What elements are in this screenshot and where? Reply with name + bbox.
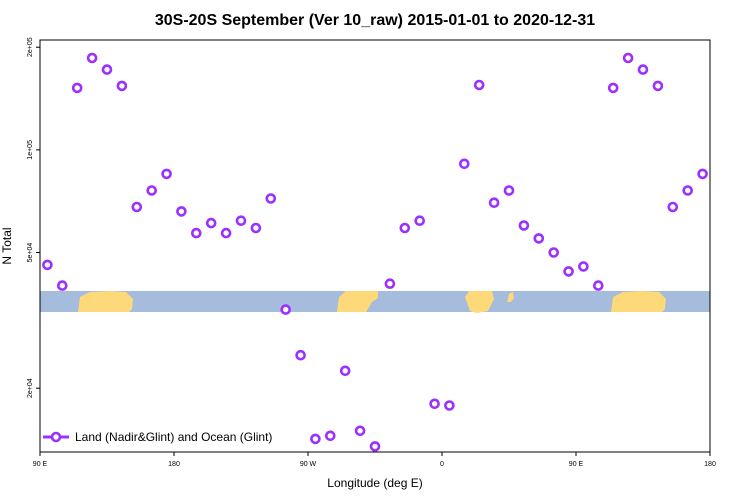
data-point	[220, 227, 232, 239]
data-point	[652, 80, 664, 92]
x-tick-label: 180	[704, 461, 716, 468]
data-point	[488, 197, 500, 208]
data-point	[191, 227, 202, 239]
legend: Land (Nadir&Glint) and Ocean (Glint)	[43, 430, 272, 444]
x-tick-label: 90 E	[569, 461, 584, 468]
data-point	[42, 259, 53, 271]
land-south-america	[337, 291, 378, 312]
x-tick-label: 90 W	[300, 461, 317, 468]
data-point	[339, 365, 351, 377]
data-point	[667, 201, 679, 213]
data-point	[324, 430, 336, 442]
y-tick-label: 2e+04	[27, 378, 34, 398]
land-australia-1	[78, 291, 133, 312]
data-point	[622, 52, 634, 64]
data-point	[697, 168, 708, 180]
data-point	[578, 261, 589, 272]
data-point	[637, 64, 649, 75]
data-point	[116, 80, 128, 92]
x-tick-label: 180	[168, 461, 180, 468]
data-point	[86, 52, 98, 64]
y-tick-label: 2e+05	[27, 37, 34, 57]
data-point	[205, 217, 217, 229]
data-point	[533, 233, 545, 244]
data-point	[131, 201, 143, 213]
data-point	[295, 349, 306, 361]
map-strip	[40, 291, 710, 313]
x-axis-label: Longitude (deg E)	[327, 476, 422, 490]
data-point	[280, 304, 292, 315]
x-axis: 90 E 180 90 W 0 90 E 180	[33, 452, 716, 468]
x-tick-label: 0	[440, 461, 444, 468]
data-point	[682, 185, 694, 196]
legend-marker	[50, 431, 62, 443]
data-point	[607, 82, 619, 94]
legend-entry: Land (Nadir&Glint) and Ocean (Glint)	[75, 430, 272, 444]
land-australia-2	[611, 291, 666, 312]
data-point	[429, 398, 440, 410]
data-point	[458, 158, 470, 170]
chart-title: 30S-20S September (Ver 10_raw) 2015-01-0…	[155, 12, 595, 29]
y-tick-label: 5e+04	[27, 243, 34, 263]
data-point	[592, 280, 604, 291]
data-point	[161, 168, 172, 180]
ocean-band	[40, 291, 710, 312]
data-point	[444, 400, 455, 411]
plot-frame	[39, 39, 711, 453]
y-axis: 2e+04 5e+04 1e+05 2e+05	[27, 37, 40, 398]
data-point	[310, 433, 321, 445]
x-tick-label: 90 E	[33, 461, 48, 468]
data-point	[518, 220, 530, 231]
data-point	[265, 193, 277, 204]
data-point	[563, 266, 574, 277]
data-point	[101, 64, 113, 75]
data-point	[250, 222, 262, 234]
data-point	[146, 185, 157, 196]
y-tick-label: 1e+05	[27, 140, 34, 160]
data-point	[56, 280, 68, 291]
data-point	[503, 185, 515, 196]
data-point	[548, 247, 560, 258]
land-africa	[465, 291, 494, 313]
data-point	[71, 82, 83, 94]
data-point	[369, 441, 381, 452]
data-point	[235, 215, 247, 226]
data-points	[42, 52, 708, 452]
data-point	[384, 278, 396, 290]
data-point	[399, 222, 411, 234]
land-madagascar	[507, 292, 514, 302]
data-point	[414, 215, 426, 226]
y-axis-label: N Total	[0, 227, 14, 264]
data-point	[473, 79, 485, 91]
data-point	[176, 206, 187, 217]
data-point	[354, 425, 366, 437]
